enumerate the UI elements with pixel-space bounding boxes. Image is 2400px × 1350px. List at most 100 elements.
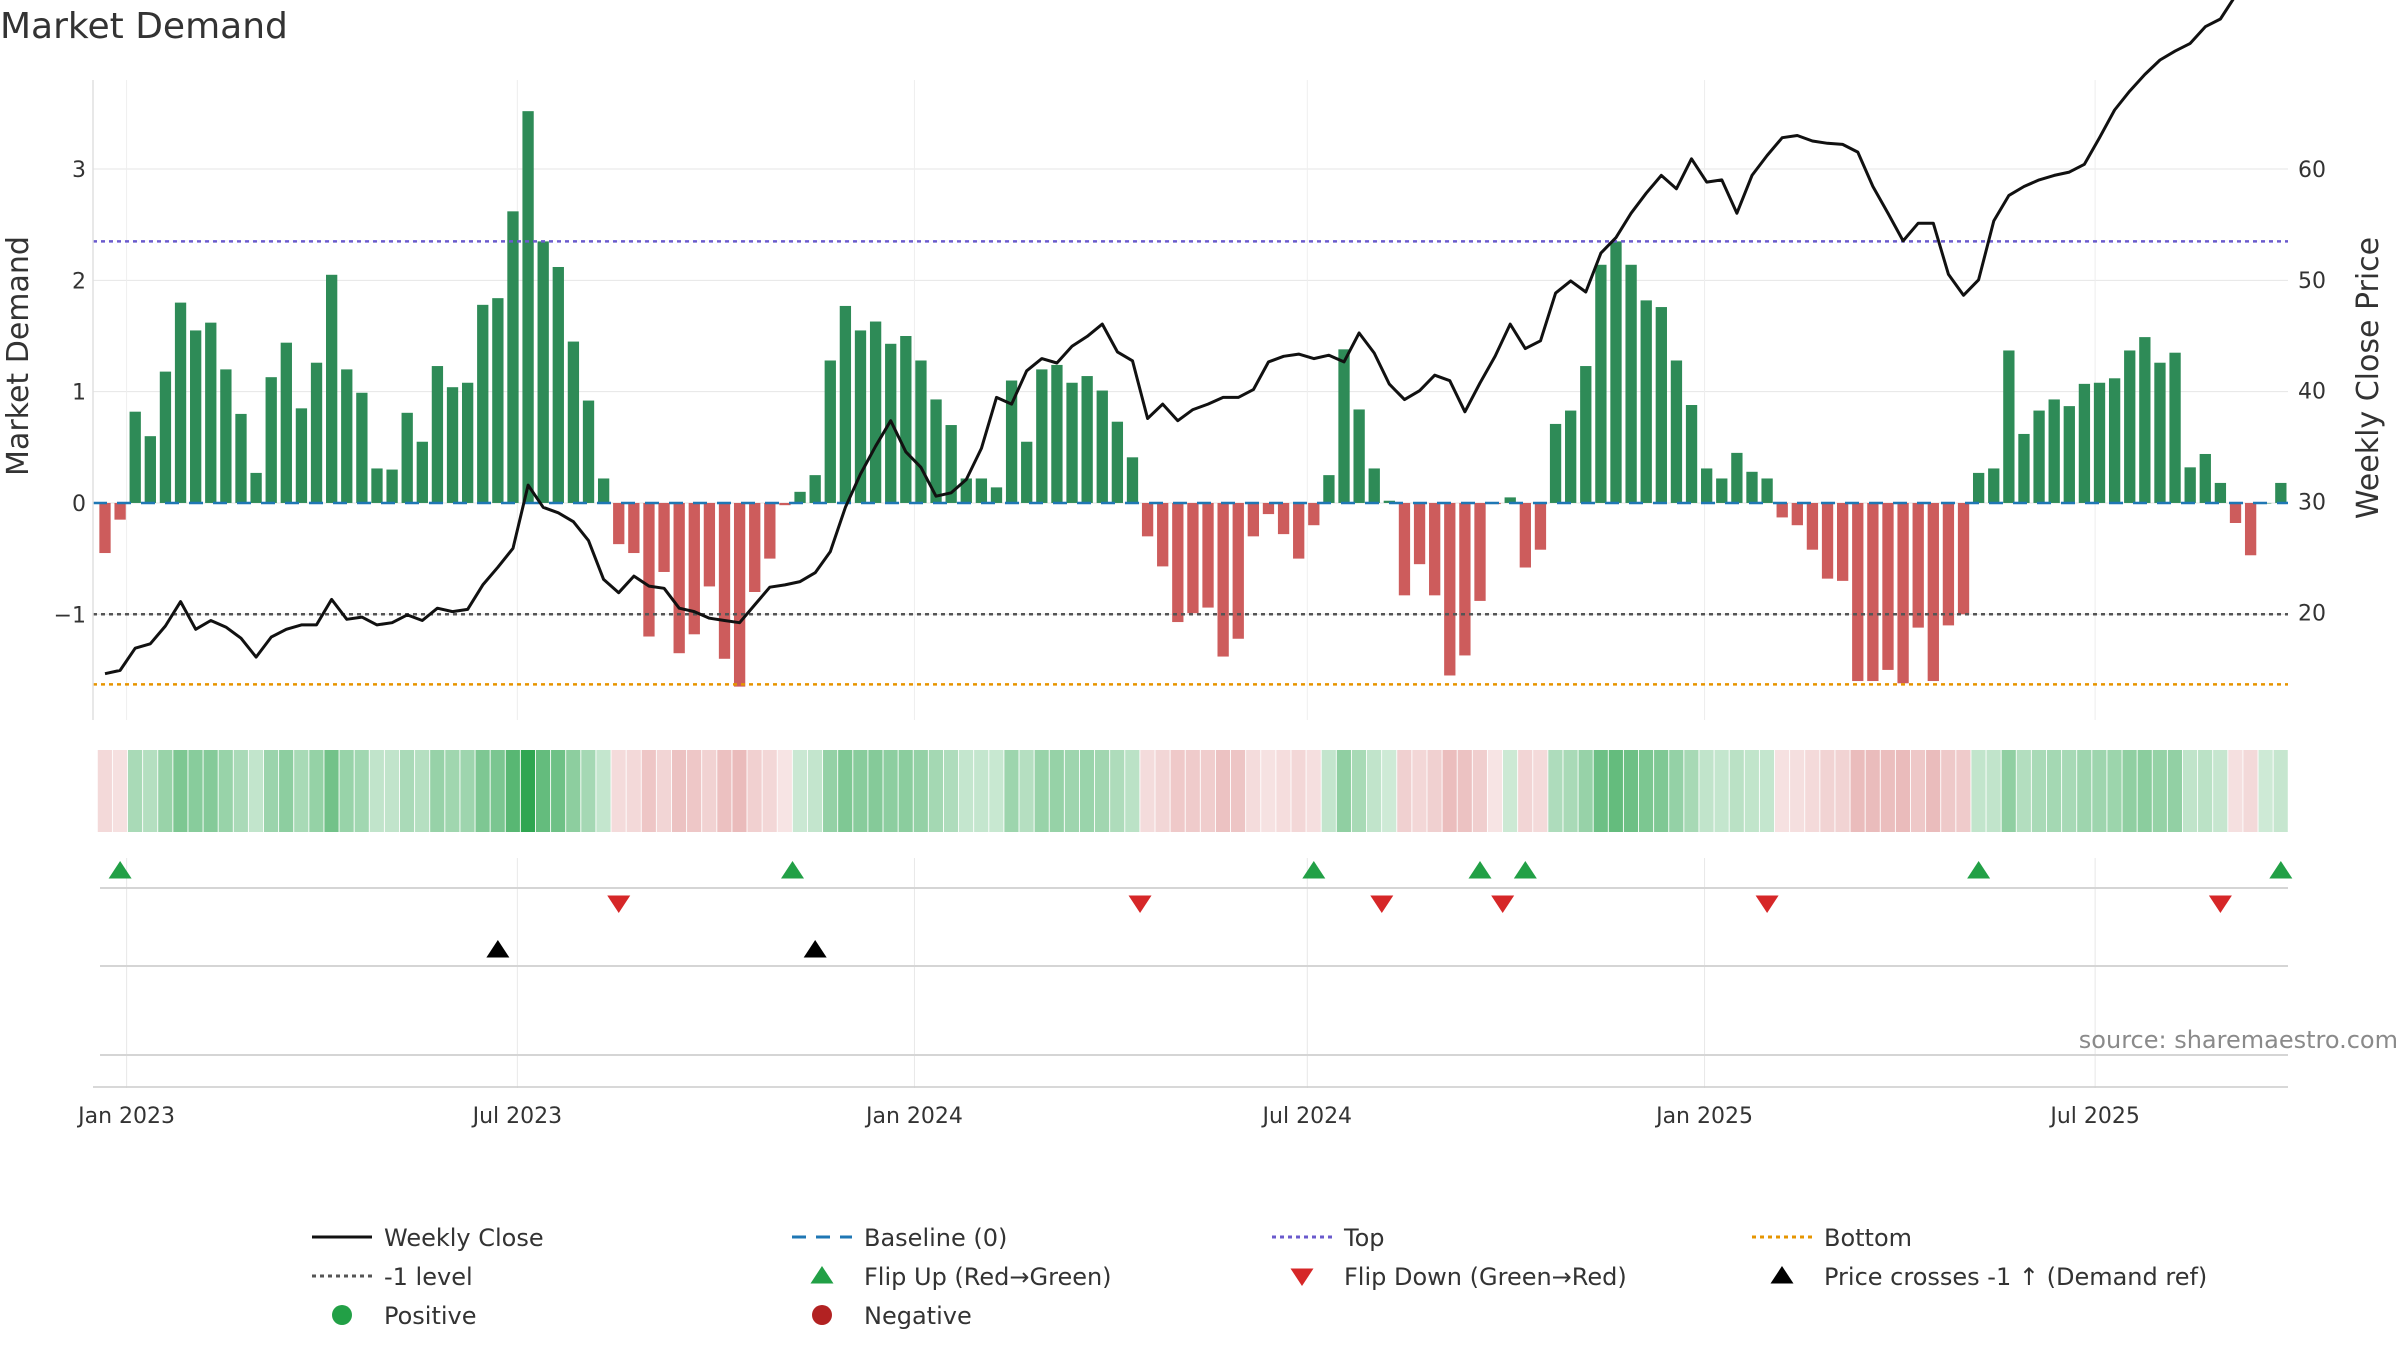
legend-swatch-flip-down — [1290, 1268, 1314, 1286]
demand-bar-positive — [2214, 482, 2227, 503]
weekly-close-series — [104, 0, 2235, 676]
demand-bar-positive — [1670, 360, 1683, 503]
demand-bar-negative — [1217, 502, 1229, 657]
demand-bar-negative — [703, 502, 716, 587]
demand-bar-negative — [1429, 502, 1441, 596]
heat-cell — [898, 750, 913, 832]
demand-bar-positive — [794, 491, 806, 503]
y2-tick-label: 20 — [2298, 602, 2326, 627]
demand-bar-positive — [567, 341, 580, 503]
demand-bar-positive — [129, 411, 141, 503]
demand-bar-negative — [2244, 502, 2257, 556]
heat-cell — [1850, 750, 1865, 832]
flip-down-marker — [1370, 895, 1394, 913]
heat-cell — [717, 750, 732, 832]
flip-up-marker — [1468, 861, 1492, 879]
heat-cell — [989, 750, 1004, 832]
heat-cell — [415, 750, 430, 832]
demand-bar-positive — [477, 304, 489, 503]
demand-bar-positive — [220, 369, 232, 503]
heat-cell — [959, 750, 974, 832]
flip-down-marker — [1755, 895, 1779, 913]
chart-title: Market Demand — [0, 6, 288, 47]
demand-bar-positive — [2003, 350, 2015, 503]
heat-cell — [671, 750, 687, 832]
demand-bar-positive — [1640, 300, 1652, 503]
demand-bar-negative — [1277, 502, 1290, 535]
demand-bar-positive — [174, 302, 187, 503]
heat-cell — [1125, 750, 1140, 832]
heat-cell — [596, 750, 611, 832]
heat-cell — [1971, 750, 1986, 832]
heat-cell — [399, 750, 415, 832]
heat-cell — [127, 750, 143, 832]
demand-bar-positive — [960, 478, 972, 503]
heat-cell — [1079, 750, 1095, 832]
heat-cell — [1593, 750, 1608, 832]
demand-bar-negative — [1927, 502, 1939, 682]
heat-cell — [460, 750, 475, 832]
heat-cell — [762, 750, 777, 832]
demand-bar-positive — [915, 360, 927, 503]
heat-cell — [1744, 750, 1759, 832]
demand-bar-positive — [2184, 467, 2196, 503]
demand-bar-positive — [1096, 390, 1108, 503]
heat-cell — [1049, 750, 1064, 832]
demand-bar-positive — [159, 371, 172, 503]
demand-bar-positive — [1323, 475, 1335, 503]
x-tick-label: Jul 2025 — [2048, 1104, 2140, 1129]
heat-cell — [1321, 750, 1336, 832]
heat-cell — [2258, 750, 2273, 832]
heat-cell — [687, 750, 702, 832]
heat-cell — [1502, 750, 1518, 832]
demand-bar-negative — [718, 502, 731, 659]
heat-cell — [233, 750, 248, 832]
heat-cell — [2228, 750, 2243, 832]
heat-cell — [1608, 750, 1623, 832]
heat-cell — [384, 750, 400, 832]
demand-bar-positive — [416, 441, 428, 503]
heat-cell — [1200, 750, 1215, 832]
axes: 3 2 1 0 −1 60 50 40 30 20 Jan 2023 Jul 2023 Jan 2024… — [54, 80, 2326, 1129]
demand-bar-positive — [809, 475, 821, 503]
demand-bar-negative — [1776, 502, 1788, 518]
heat-cell — [1382, 750, 1397, 832]
demand-bar-positive — [597, 478, 610, 503]
heat-cell — [445, 750, 460, 832]
heat-cell — [1805, 750, 1820, 832]
legend-swatch-negative — [812, 1305, 832, 1325]
demand-bar-negative — [1852, 502, 1864, 682]
demand-bar-positive — [1005, 380, 1018, 503]
demand-bar-negative — [628, 502, 640, 554]
heat-cell — [1155, 750, 1170, 832]
heat-cell — [1215, 750, 1231, 832]
y-tick-label: 2 — [72, 269, 86, 294]
heat-cell — [1926, 750, 1941, 832]
heat-cell — [1910, 750, 1926, 832]
heat-cell — [2182, 750, 2198, 832]
x-tick-label: Jan 2025 — [1654, 1104, 1753, 1129]
demand-bar-negative — [1791, 502, 1803, 526]
heat-cell — [702, 750, 717, 832]
heat-cell — [853, 750, 868, 832]
demand-bar-positive — [2093, 382, 2106, 503]
heat-cell — [1336, 750, 1351, 832]
demand-bar-positive — [1761, 478, 1773, 503]
demand-bar-positive — [930, 399, 942, 503]
weekly-close-line — [104, 0, 2235, 676]
demand-bar-negative — [613, 502, 625, 545]
heat-cell — [1110, 750, 1125, 832]
demand-bar-positive — [1549, 423, 1562, 503]
heat-cell — [248, 750, 264, 832]
demand-bar-negative — [1882, 502, 1894, 670]
flip-up-marker — [781, 861, 805, 879]
heat-cell — [1064, 750, 1079, 832]
flip-up-marker — [108, 861, 132, 879]
heat-cell — [324, 750, 339, 832]
demand-bar-positive — [854, 330, 867, 503]
heat-cell — [354, 750, 369, 832]
demand-bar-positive — [990, 487, 1003, 503]
demand-bar-positive — [1655, 307, 1667, 503]
heat-cell — [2167, 750, 2183, 832]
